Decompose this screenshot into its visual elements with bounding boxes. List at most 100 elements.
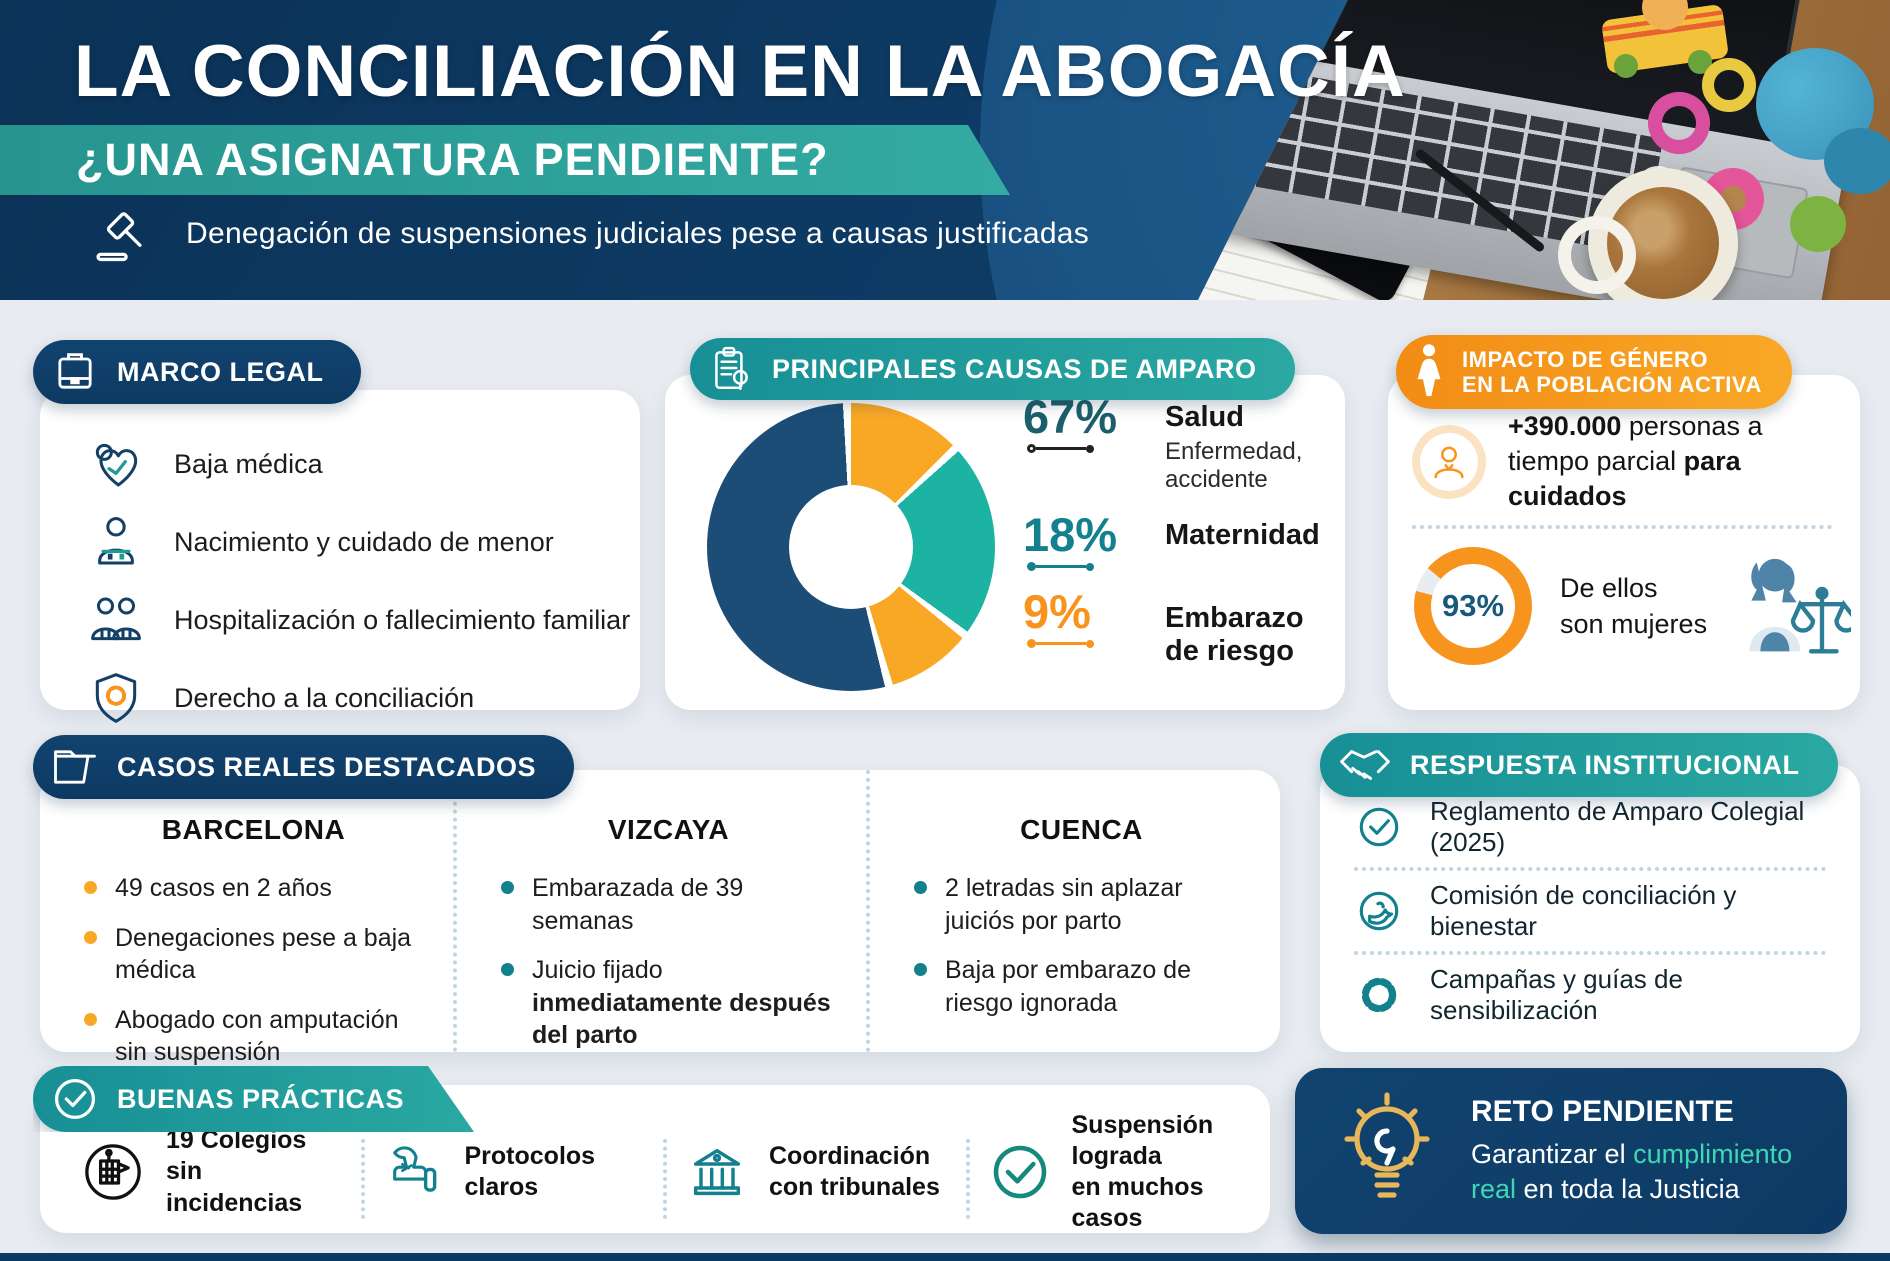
case-item: Juicio fijado inmediatamente después del… (501, 954, 836, 1052)
legend-item-embarazo: 9% Embarazo de riesgo (1023, 588, 1345, 668)
courthouse-icon (685, 1140, 749, 1204)
check-circle-icon (49, 1073, 101, 1125)
column-vizcaya: VIZCAYA Embarazada de 39 semanas Juicio … (453, 770, 866, 1052)
list-item: Campañas y guías de sensibilización (1354, 963, 1826, 1027)
section-title: BUENAS PRÁCTICAS (117, 1083, 405, 1114)
column-cuenca: CUENCA 2 letradas sin aplazar juiciós po… (866, 770, 1279, 1052)
case-item: Embarazada de 39 semanas (501, 872, 836, 937)
respuesta-header: RESPUESTA INSTITUCIONAL (1320, 733, 1838, 797)
buenas-header: BUENAS PRÁCTICAS (33, 1066, 474, 1132)
connector-line (1027, 562, 1094, 571)
list-item: Baja médica (88, 436, 630, 492)
footer-bar (0, 1253, 1890, 1261)
section-title: RETO PENDIENTE (1471, 1094, 1734, 1128)
marco-legal-header: MARCO LEGAL (33, 340, 362, 404)
check-circle-icon (988, 1140, 1052, 1204)
causas-header: PRINCIPALES CAUSAS DE AMPARO (690, 338, 1295, 400)
donut-legend: 67% Salud Enfermedad, accidente 18% Mate… (1023, 393, 1345, 668)
divider (1412, 525, 1832, 529)
toy-disc-green (1790, 196, 1846, 252)
stat-value: 67% (1023, 390, 1118, 443)
case-item: 49 casos en 2 años (84, 872, 423, 905)
baby-icon (88, 514, 144, 570)
teething-ring-yellow (1702, 58, 1756, 112)
folder-icon (49, 741, 101, 793)
case-item: Baja por embarazo de riesgo ignorada (914, 954, 1249, 1019)
dove-icon (1354, 886, 1404, 936)
practice-item: Suspensión lograda en muchos casos (988, 1110, 1251, 1235)
practice-item: Coordinación con tribunales (685, 1140, 948, 1204)
stat-value: 9% (1023, 585, 1091, 638)
lifebuoy-icon (1354, 970, 1404, 1020)
causas-card: 67% Salud Enfermedad, accidente 18% Mate… (665, 375, 1345, 710)
briefcase-icon (49, 346, 101, 398)
ring-value: 93% (1441, 588, 1505, 623)
practice-label: Protocolos claros (464, 1141, 596, 1201)
marco-legal-card: Baja médica Nacimiento y cuidado de meno… (40, 390, 640, 723)
donut-hole (789, 485, 913, 609)
legend-item-salud: 67% Salud Enfermedad, accidente (1023, 393, 1345, 494)
page-title: LA CONCILIACIÓN EN LA ABOGACÍA (74, 31, 1406, 112)
divider (1354, 867, 1826, 871)
section-title: MARCO LEGAL (117, 356, 324, 387)
connector-line (1027, 444, 1094, 453)
section-title: CASOS REALES DESTACADOS (117, 751, 537, 782)
family-icon (88, 592, 144, 648)
stat-label: Embarazo de riesgo (1165, 602, 1304, 667)
person-circle (1412, 424, 1486, 499)
parttime-stat: +390.000 personas a tiempo parcial para … (1412, 409, 1838, 514)
shield-icon (88, 670, 144, 726)
list-item: Derecho a la conciliación (88, 670, 630, 726)
connector-line (1027, 639, 1094, 648)
list-item: Reglamento de Amparo Colegial (2025) (1354, 795, 1826, 859)
handshake-icon (1336, 743, 1394, 787)
divider (1354, 951, 1826, 955)
practice-item: Protocolos claros (383, 1141, 646, 1204)
reto-body: Garantizar el cumplimiento real en toda … (1471, 1138, 1793, 1204)
stat-value: 18% (1023, 508, 1118, 561)
reto-text: RETO PENDIENTE Garantizar el cumplimient… (1471, 1095, 1831, 1207)
practice-item: 19 Colegios sin incidencias (80, 1125, 343, 1219)
tagline: Denegación de suspensiones judiciales pe… (90, 206, 1089, 262)
family-icon-item: Hospitalización o fallecimiento familiar (88, 592, 630, 648)
section-title: RESPUESTA INSTITUCIONAL (1410, 749, 1800, 780)
practice-label: 19 Colegios sin incidencias (166, 1126, 307, 1217)
genero-header: IMPACTO DE GÉNERO EN LA POBLACIÓN ACTIVA (1396, 335, 1792, 409)
casos-header: CASOS REALES DESTACADOS (33, 735, 575, 799)
donut-chart (707, 403, 995, 691)
respuesta-card: Reglamento de Amparo Colegial (2025) Com… (1320, 765, 1860, 1052)
parttime-text: +390.000 personas a tiempo parcial para … (1508, 411, 1763, 512)
coffee-mug (1558, 168, 1738, 300)
header: LA CONCILIACIÓN EN LA ABOGACÍA ¿UNA ASIG… (0, 0, 1890, 300)
reto-card: RETO PENDIENTE Garantizar el cumplimient… (1295, 1068, 1847, 1234)
stat-label: Salud (1165, 401, 1244, 433)
women-stat-label: De ellos son mujeres (1560, 572, 1708, 639)
section-title: IMPACTO DE GÉNERO EN LA POBLACIÓN ACTIVA (1462, 346, 1762, 397)
toy-wheel (1614, 54, 1638, 78)
clipboard-pin-icon (706, 344, 756, 394)
practice-label: Coordinación con tribunales (769, 1141, 940, 1201)
check-circle-icon (1354, 802, 1404, 852)
divider (360, 1139, 365, 1219)
stamp-document-icon (383, 1141, 445, 1203)
stethoscope-heart-icon (88, 436, 144, 492)
gavel-icon (90, 206, 152, 262)
case-item: Abogado con amputación sin suspensión (84, 1004, 423, 1069)
city-title: VIZCAYA (607, 814, 730, 845)
city-title: BARCELONA (161, 814, 346, 845)
subtitle-banner: ¿UNA ASIGNATURA PENDIENTE? (0, 125, 1010, 195)
legend-item-maternidad: 18% Maternidad (1023, 511, 1345, 571)
section-title: PRINCIPALES CAUSAS DE AMPARO (772, 353, 1257, 384)
progress-ring-93: 93% (1414, 547, 1532, 665)
stat-label: Maternidad (1165, 519, 1320, 551)
casos-card: BARCELONA 49 casos en 2 años Denegacione… (40, 770, 1280, 1066)
stat-sublabel: Enfermedad, accidente (1165, 438, 1303, 493)
divider (965, 1139, 970, 1219)
list-item: Nacimiento y cuidado de menor (88, 514, 630, 570)
worker-icon (1429, 442, 1469, 482)
lawyer-woman-scales-icon (1735, 553, 1852, 659)
genero-card: +390.000 personas a tiempo parcial para … (1388, 375, 1860, 710)
plush-elephant-ear (1824, 128, 1890, 194)
subtitle-text: ¿UNA ASIGNATURA PENDIENTE? (76, 134, 829, 185)
